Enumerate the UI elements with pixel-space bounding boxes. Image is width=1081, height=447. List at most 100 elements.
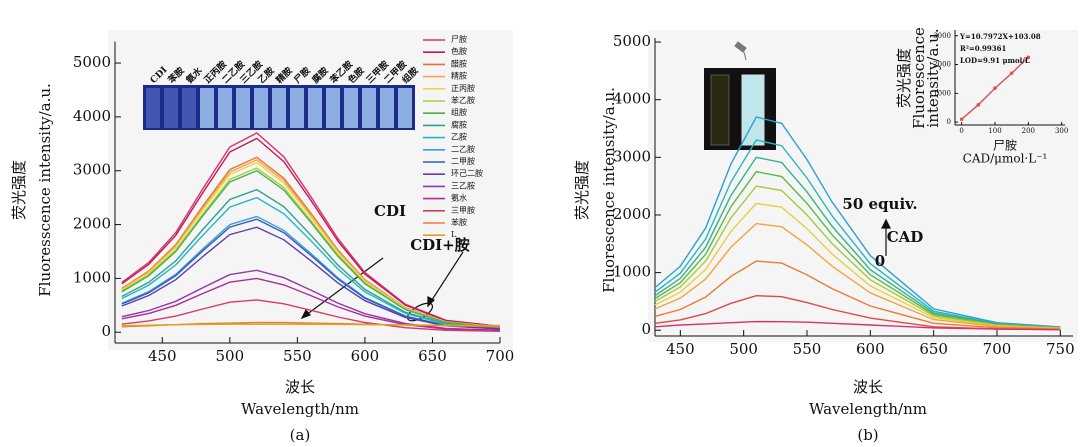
series-line	[121, 196, 501, 329]
x-axis-label: Wavelength/nm	[809, 400, 927, 418]
x-tick-label: 450	[148, 347, 177, 365]
y-tick-label: 2000	[933, 61, 951, 69]
series-line	[121, 269, 501, 331]
legend-label: 尸胺	[451, 34, 467, 44]
x-axis-label: 波长	[853, 378, 883, 396]
series-line	[121, 323, 501, 327]
x-tick-label: 550	[793, 340, 822, 358]
vial	[741, 74, 765, 146]
x-tick-label: 200	[1022, 127, 1035, 135]
legend-label: 三乙胺	[451, 180, 475, 190]
x-axis-label: Wavelength/nm	[241, 400, 359, 418]
x-tick-label: 700	[983, 340, 1012, 358]
y-tick-label: 1000	[73, 268, 111, 286]
vial	[344, 88, 358, 128]
vial	[710, 74, 730, 146]
vial	[398, 88, 412, 128]
vial	[146, 88, 160, 128]
series-line	[121, 226, 501, 330]
x-tick-label: 100	[988, 127, 1001, 135]
vial	[200, 88, 214, 128]
x-tick-label: 500	[216, 347, 245, 365]
vial	[218, 88, 232, 128]
annotation: CDI	[374, 202, 406, 220]
y-tick-label: 2000	[73, 215, 111, 233]
y-tick-label: 1000	[933, 89, 951, 97]
series-line	[121, 218, 501, 330]
series-line	[654, 222, 1061, 330]
x-tick-label: 700	[486, 347, 515, 365]
series-line	[654, 294, 1061, 331]
series-line	[121, 137, 501, 328]
annotation: LOD=9.91 μmol/L	[960, 56, 1030, 65]
series-line	[654, 116, 1061, 328]
y-tick-label: 5000	[73, 53, 111, 71]
series-line	[121, 188, 501, 329]
annotation: R²=0.99361	[960, 44, 1007, 53]
y-axis-label: Fluorescence	[910, 27, 928, 129]
legend-label: 色胺	[451, 46, 467, 56]
y-tick-label: 1000	[613, 263, 651, 281]
legend-label: 苯胺	[451, 217, 467, 227]
series-line	[121, 299, 501, 332]
point	[1009, 71, 1014, 75]
point	[1026, 55, 1031, 60]
y-tick-label: 2000	[613, 205, 651, 223]
x-tick-label: 450	[666, 340, 695, 358]
x-tick-label: 600	[351, 347, 380, 365]
vial	[164, 88, 178, 128]
y-tick-label: 5000	[613, 32, 651, 50]
point	[959, 117, 964, 122]
series-line	[654, 320, 1061, 331]
legend-label: 精胺	[451, 71, 467, 81]
legend-label: 乙胺	[451, 132, 467, 142]
caption: (a)	[290, 426, 311, 444]
annotation: CAD	[887, 228, 924, 246]
legend-label: 氨水	[451, 193, 467, 203]
y-axis-label: 荧光强度	[10, 160, 28, 220]
plot-background	[108, 30, 513, 350]
y-tick-label: 3000	[73, 161, 111, 179]
x-tick-label: 600	[856, 340, 885, 358]
y-axis-label: Fluorescence intensity/a.u.	[600, 87, 618, 293]
vial	[272, 88, 286, 128]
legend-label: 腐胺	[451, 119, 467, 129]
vial	[326, 88, 340, 128]
y-tick-label: 0	[641, 320, 651, 338]
x-tick-label: 550	[283, 347, 312, 365]
point	[993, 86, 997, 90]
series-line	[654, 185, 1061, 329]
y-axis-label: intensity/a.u.	[924, 28, 942, 127]
series-line	[121, 169, 501, 329]
x-tick-label: 500	[729, 340, 758, 358]
x-tick-label: 300	[1055, 127, 1068, 135]
vial	[380, 88, 394, 128]
legend-label: 苯乙胺	[451, 95, 475, 105]
annotation: Y=10.7972X+103.08	[959, 32, 1041, 41]
annotation: 0	[875, 252, 885, 270]
series-line	[654, 260, 1061, 330]
y-tick-label: 4000	[73, 107, 111, 125]
legend-label: 正丙胺	[451, 83, 475, 93]
y-tick-label: 0	[101, 322, 111, 340]
annotation: 50 equiv.	[842, 195, 917, 213]
vial	[290, 88, 304, 128]
vial	[236, 88, 250, 128]
x-axis-label: 尸胺	[993, 139, 1017, 153]
legend-label: 三甲胺	[451, 205, 475, 215]
vial	[182, 88, 196, 128]
y-tick-label: 3000	[933, 32, 951, 40]
point	[976, 103, 981, 107]
series-line	[654, 170, 1061, 329]
legend-label: 二乙胺	[451, 144, 475, 154]
y-axis-label: 荧光强度	[895, 48, 913, 108]
x-tick-label: 650	[919, 340, 948, 358]
y-tick-label: 4000	[613, 90, 651, 108]
x-tick-label: 0	[959, 127, 963, 135]
y-tick-label: 3000	[613, 147, 651, 165]
legend-label: 二甲胺	[451, 156, 475, 166]
vial	[308, 88, 322, 128]
legend-label: 醋胺	[451, 58, 467, 68]
